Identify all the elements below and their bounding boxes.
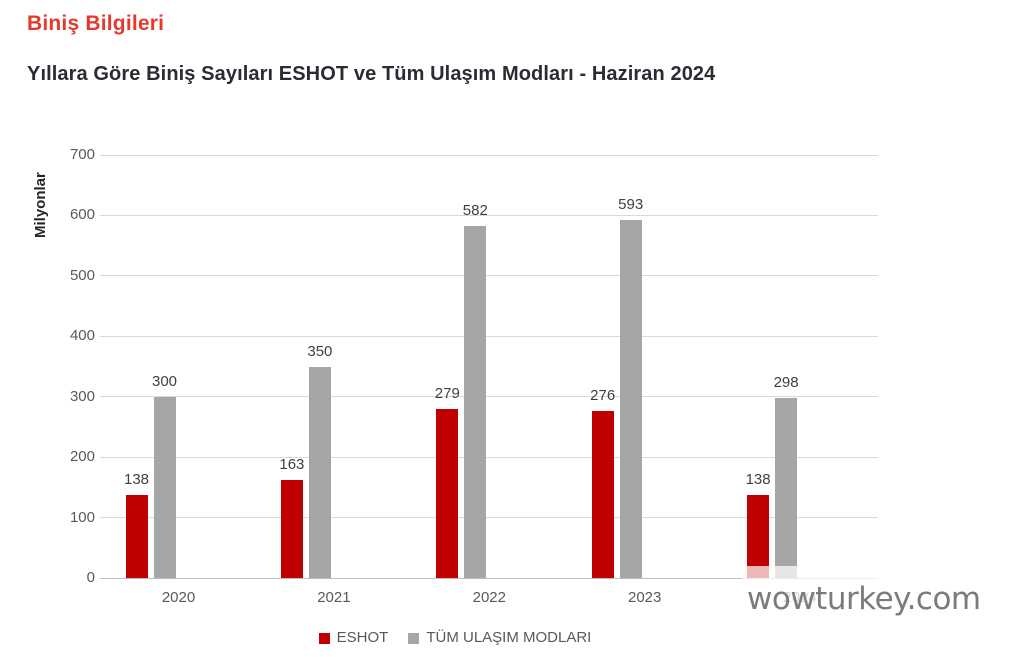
bar-tum-ulasim-2022 — [464, 226, 487, 578]
gridline-200 — [100, 456, 878, 458]
gridline-0 — [100, 577, 878, 579]
gridline-500 — [100, 275, 878, 277]
gridline-700 — [100, 154, 878, 156]
bar-eshot-2021 — [280, 479, 303, 578]
value-label-tum-ulasim-2021: 350 — [307, 342, 333, 360]
legend-label-eshot: ESHOT — [336, 629, 389, 646]
legend-swatch-eshot — [318, 632, 330, 644]
bar-tum-ulasim-2024 — [775, 397, 798, 578]
value-label-tum-ulasim-2024: 298 — [773, 373, 799, 391]
y-tick-label-200: 200 — [69, 448, 95, 466]
chart-title: Yıllara Göre Biniş Sayıları ESHOT ve Tüm… — [27, 63, 716, 85]
bar-tum-ulasim-2020 — [153, 396, 176, 578]
gridline-300 — [100, 396, 878, 398]
value-label-eshot-2020: 138 — [123, 470, 150, 488]
bar-tum-ulasim-2021 — [308, 366, 331, 578]
y-tick-label-0: 0 — [86, 569, 95, 586]
bar-tum-ulasim-2023 — [619, 219, 642, 578]
gridline-100 — [100, 517, 878, 519]
value-label-eshot-2024: 138 — [745, 470, 771, 488]
x-tick-label-2023: 2023 — [628, 589, 662, 606]
chart-legend: ESHOT TÜM ULAŞIM MODLARI — [0, 628, 910, 648]
bar-eshot-2020 — [125, 494, 148, 578]
y-axis-title: Milyonlar — [32, 172, 49, 238]
y-tick-label-500: 500 — [69, 266, 95, 284]
watermark: wowturkey.com — [742, 566, 1008, 623]
gridline-400 — [100, 335, 878, 337]
legend-label-tum-ulasim: TÜM ULAŞIM MODLARI — [426, 629, 592, 646]
value-label-eshot-2022: 279 — [434, 385, 460, 403]
bar-eshot-2024 — [747, 494, 770, 578]
bar-eshot-2022 — [436, 409, 459, 578]
y-tick-label-100: 100 — [69, 508, 95, 526]
watermark-text: wowturkey.com — [747, 581, 981, 617]
value-label-tum-ulasim-2020: 300 — [151, 372, 178, 390]
x-tick-label-2022: 2022 — [472, 589, 506, 606]
x-tick-label-2020: 2020 — [161, 589, 196, 606]
value-label-eshot-2021: 163 — [279, 455, 305, 473]
value-label-tum-ulasim-2023: 593 — [618, 195, 644, 213]
value-label-tum-ulasim-2022: 582 — [462, 202, 488, 220]
page-title: Biniş Bilgileri — [27, 12, 165, 35]
value-label-eshot-2023: 276 — [590, 387, 616, 405]
y-tick-label-600: 600 — [69, 206, 95, 224]
legend-item-tum-ulasim: TÜM ULAŞIM MODLARI — [408, 629, 591, 647]
bar-eshot-2023 — [591, 411, 614, 578]
legend-item-eshot: ESHOT — [318, 629, 389, 647]
gridline-600 — [100, 214, 878, 216]
y-tick-label-300: 300 — [69, 387, 95, 405]
x-tick-label-2021: 2021 — [317, 589, 351, 606]
legend-swatch-tum-ulasim — [408, 632, 420, 644]
y-tick-label-700: 700 — [69, 146, 95, 163]
y-tick-label-400: 400 — [69, 327, 95, 345]
